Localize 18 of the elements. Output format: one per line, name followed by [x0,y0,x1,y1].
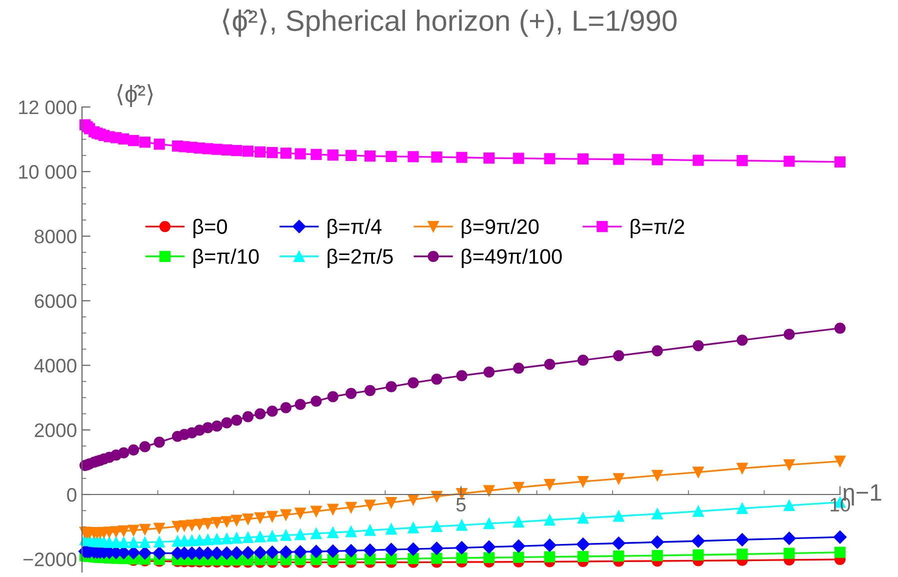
y-tick-label: 0 [67,488,76,502]
legend-label: β=49π/100 [462,248,562,268]
y-tick-label: 12 000 [19,100,76,114]
y-tick-label: −2000 [23,552,76,566]
y-tick-label: 8000 [34,230,76,244]
chart-title: ⟨ϕ̂²⟩, Spherical horizon (+), L=1/990 [222,8,677,37]
x-tick-label: 5 [456,498,466,512]
legend-label: β=π/10 [194,248,259,268]
y-tick-label: 10 000 [19,165,76,179]
y-tick-label: 2000 [34,423,76,438]
legend-label: β=π/2 [630,218,684,238]
legend-label: β=9π/20 [462,218,539,238]
y-tick-label: 6000 [34,294,76,308]
y-tick-label: 4000 [34,358,76,373]
legend-label: β=2π/5 [328,248,393,268]
y-axis-title: ⟨ϕ̂²⟩ [117,84,153,107]
legend-label: β=π/4 [328,218,382,238]
legend-label: β=0 [194,218,227,238]
